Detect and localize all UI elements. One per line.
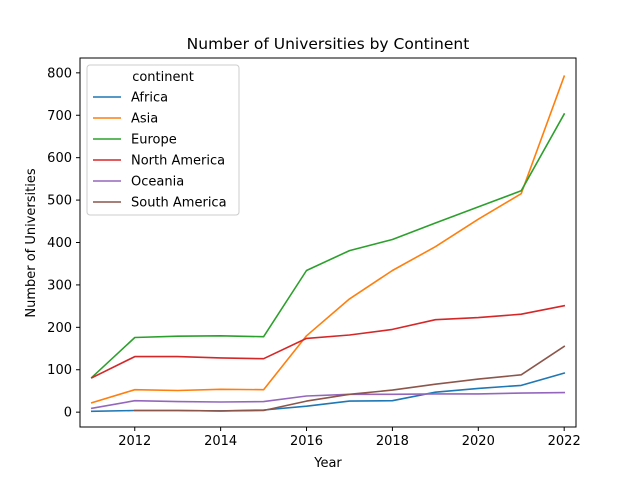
x-tick-label: 2020 xyxy=(462,434,495,449)
series-line-europe xyxy=(90,112,566,379)
chart-title: Number of Universities by Continent xyxy=(187,35,470,53)
series-layer xyxy=(90,75,566,413)
y-tick-label: 200 xyxy=(47,321,72,336)
y-tick-label: 600 xyxy=(47,151,72,166)
legend-title: continent xyxy=(132,70,194,85)
y-tick-label: 500 xyxy=(47,194,72,209)
x-tick-label: 2014 xyxy=(204,434,237,449)
legend-label-europe: Europe xyxy=(131,133,177,148)
legend-label-south-america: South America xyxy=(131,196,227,211)
x-tick-label: 2016 xyxy=(290,434,323,449)
y-tick-label: 300 xyxy=(47,278,72,293)
y-tick-label: 400 xyxy=(47,236,72,251)
legend-items: Africa Asia Europe North America Oceania Sout… xyxy=(93,91,227,211)
y-axis-label: Number of Universities xyxy=(24,168,39,318)
legend-label-north-america: North America xyxy=(131,154,225,169)
legend-label-asia: Asia xyxy=(131,112,158,127)
x-axis: 2012 2014 2016 2018 2020 2022 xyxy=(118,427,581,449)
x-tick-label: 2012 xyxy=(118,434,151,449)
legend: continent Africa Asia Europe North America O… xyxy=(86,64,240,216)
series-line-africa xyxy=(90,372,566,413)
series-line-asia xyxy=(90,75,566,404)
y-tick-label: 800 xyxy=(47,66,72,81)
series-line-oceania xyxy=(90,391,566,410)
legend-label-oceania: Oceania xyxy=(131,175,184,190)
x-axis-label: Year xyxy=(313,456,342,471)
y-axis: 0 100 200 300 400 500 600 700 800 xyxy=(47,66,80,421)
y-tick-label: 0 xyxy=(64,406,72,421)
x-tick-label: 2022 xyxy=(548,434,581,449)
series-line-north-america xyxy=(90,304,566,379)
y-tick-label: 700 xyxy=(47,109,72,124)
legend-box xyxy=(86,64,240,216)
legend-label-africa: Africa xyxy=(131,91,168,106)
x-tick-label: 2018 xyxy=(376,434,409,449)
series-line-south-america xyxy=(134,345,566,412)
y-tick-label: 100 xyxy=(47,363,72,378)
